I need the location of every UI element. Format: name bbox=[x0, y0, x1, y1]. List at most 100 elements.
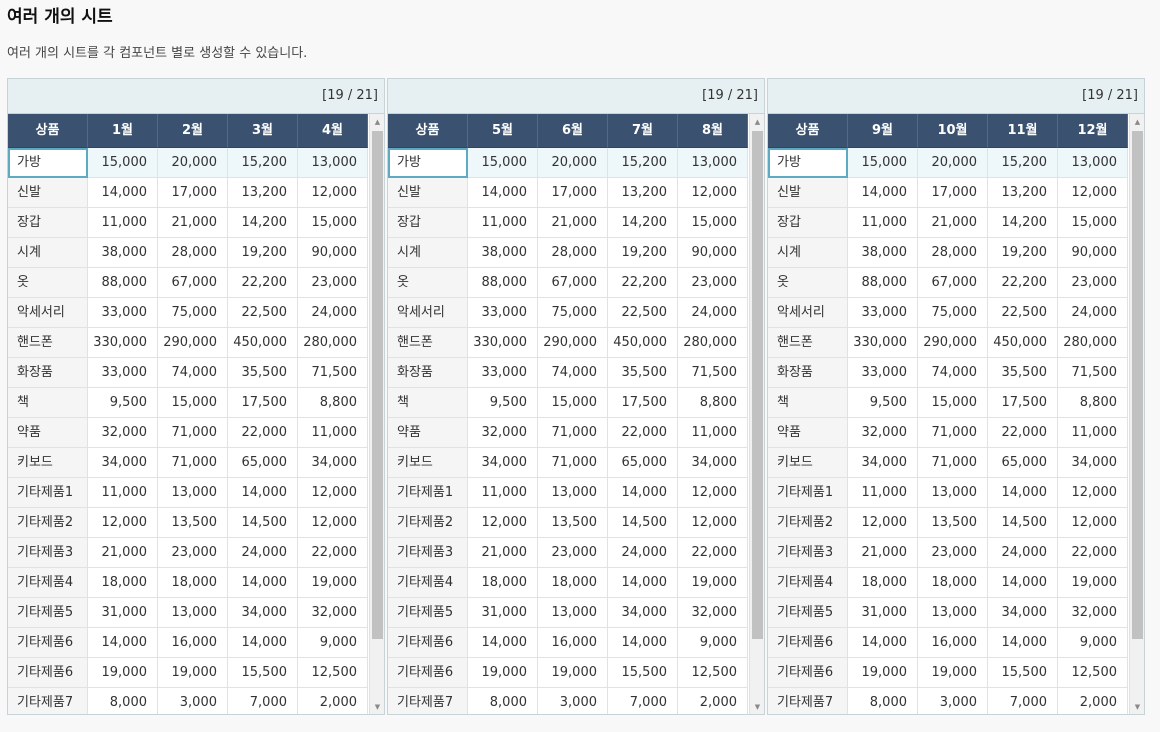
table-row[interactable]: 기타제품5 31,000 13,000 34,000 32,000 bbox=[8, 598, 370, 628]
value-cell[interactable]: 21,000 bbox=[468, 538, 538, 568]
value-cell[interactable]: 90,000 bbox=[298, 238, 368, 268]
value-cell[interactable]: 32,000 bbox=[1058, 598, 1128, 628]
value-cell[interactable]: 12,500 bbox=[1058, 658, 1128, 688]
column-header[interactable]: 8월 bbox=[678, 114, 748, 148]
value-cell[interactable]: 34,000 bbox=[988, 598, 1058, 628]
value-cell[interactable]: 280,000 bbox=[678, 328, 748, 358]
product-cell[interactable]: 기타제품6 bbox=[8, 628, 88, 658]
product-cell[interactable]: 기타제품7 bbox=[388, 688, 468, 714]
value-cell[interactable]: 23,000 bbox=[298, 268, 368, 298]
column-header[interactable]: 9월 bbox=[848, 114, 918, 148]
table-row[interactable]: 옷 88,000 67,000 22,200 23,000 bbox=[768, 268, 1130, 298]
value-cell[interactable]: 71,000 bbox=[158, 418, 228, 448]
value-cell[interactable]: 3,000 bbox=[918, 688, 988, 714]
value-cell[interactable]: 32,000 bbox=[468, 418, 538, 448]
value-cell[interactable]: 13,000 bbox=[538, 598, 608, 628]
product-cell[interactable]: 장갑 bbox=[8, 208, 88, 238]
value-cell[interactable]: 8,000 bbox=[468, 688, 538, 714]
value-cell[interactable]: 19,000 bbox=[468, 658, 538, 688]
value-cell[interactable]: 19,000 bbox=[298, 568, 368, 598]
table-row[interactable]: 핸드폰 330,000 290,000 450,000 280,000 bbox=[8, 328, 370, 358]
value-cell[interactable]: 14,000 bbox=[988, 478, 1058, 508]
product-cell[interactable]: 기타제품3 bbox=[8, 538, 88, 568]
value-cell[interactable]: 34,000 bbox=[468, 448, 538, 478]
product-cell[interactable]: 가방 bbox=[768, 148, 848, 178]
table-row[interactable]: 기타제품6 14,000 16,000 14,000 9,000 bbox=[8, 628, 370, 658]
value-cell[interactable]: 15,000 bbox=[678, 208, 748, 238]
table-row[interactable]: 기타제품3 21,000 23,000 24,000 22,000 bbox=[8, 538, 370, 568]
product-cell[interactable]: 기타제품6 bbox=[768, 658, 848, 688]
value-cell[interactable]: 22,500 bbox=[988, 298, 1058, 328]
value-cell[interactable]: 67,000 bbox=[538, 268, 608, 298]
value-cell[interactable]: 9,500 bbox=[848, 388, 918, 418]
product-cell[interactable]: 신발 bbox=[8, 178, 88, 208]
value-cell[interactable]: 88,000 bbox=[848, 268, 918, 298]
value-cell[interactable]: 17,000 bbox=[158, 178, 228, 208]
value-cell[interactable]: 21,000 bbox=[538, 208, 608, 238]
value-cell[interactable]: 9,000 bbox=[678, 628, 748, 658]
product-cell[interactable]: 약품 bbox=[388, 418, 468, 448]
table-row[interactable]: 기타제품7 8,000 3,000 7,000 2,000 bbox=[388, 688, 750, 714]
table-row[interactable]: 기타제품6 14,000 16,000 14,000 9,000 bbox=[388, 628, 750, 658]
value-cell[interactable]: 24,000 bbox=[608, 538, 678, 568]
table-row[interactable]: 핸드폰 330,000 290,000 450,000 280,000 bbox=[388, 328, 750, 358]
value-cell[interactable]: 31,000 bbox=[88, 598, 158, 628]
value-cell[interactable]: 71,500 bbox=[1058, 358, 1128, 388]
product-cell[interactable]: 키보드 bbox=[768, 448, 848, 478]
value-cell[interactable]: 33,000 bbox=[848, 298, 918, 328]
table-row[interactable]: 책 9,500 15,000 17,500 8,800 bbox=[388, 388, 750, 418]
table-row[interactable]: 화장품 33,000 74,000 35,500 71,500 bbox=[768, 358, 1130, 388]
table-row[interactable]: 화장품 33,000 74,000 35,500 71,500 bbox=[388, 358, 750, 388]
product-cell[interactable]: 옷 bbox=[388, 268, 468, 298]
value-cell[interactable]: 88,000 bbox=[468, 268, 538, 298]
product-cell[interactable]: 기타제품6 bbox=[388, 658, 468, 688]
column-header[interactable]: 11월 bbox=[988, 114, 1058, 148]
product-cell[interactable]: 기타제품4 bbox=[8, 568, 88, 598]
table-row[interactable]: 기타제품7 8,000 3,000 7,000 2,000 bbox=[768, 688, 1130, 714]
value-cell[interactable]: 450,000 bbox=[228, 328, 298, 358]
value-cell[interactable]: 24,000 bbox=[228, 538, 298, 568]
value-cell[interactable]: 16,000 bbox=[538, 628, 608, 658]
product-cell[interactable]: 핸드폰 bbox=[388, 328, 468, 358]
sheet-2[interactable]: [19 / 21] 상품 5월 6월 7월 8월 가방 15,000 20,000 15,200… bbox=[387, 78, 765, 715]
value-cell[interactable]: 8,000 bbox=[88, 688, 158, 714]
value-cell[interactable]: 12,000 bbox=[88, 508, 158, 538]
value-cell[interactable]: 23,000 bbox=[678, 268, 748, 298]
value-cell[interactable]: 23,000 bbox=[538, 538, 608, 568]
column-header[interactable]: 3월 bbox=[228, 114, 298, 148]
value-cell[interactable]: 19,000 bbox=[1058, 568, 1128, 598]
value-cell[interactable]: 450,000 bbox=[608, 328, 678, 358]
product-cell[interactable]: 기타제품5 bbox=[8, 598, 88, 628]
table-row[interactable]: 약품 32,000 71,000 22,000 11,000 bbox=[768, 418, 1130, 448]
column-header[interactable]: 상품 bbox=[388, 114, 468, 148]
product-cell[interactable]: 악세서리 bbox=[8, 298, 88, 328]
value-cell[interactable]: 24,000 bbox=[1058, 298, 1128, 328]
product-cell[interactable]: 기타제품6 bbox=[8, 658, 88, 688]
value-cell[interactable]: 33,000 bbox=[468, 298, 538, 328]
value-cell[interactable]: 14,000 bbox=[468, 628, 538, 658]
table-row[interactable]: 장갑 11,000 21,000 14,200 15,000 bbox=[8, 208, 370, 238]
table-row[interactable]: 기타제품3 21,000 23,000 24,000 22,000 bbox=[388, 538, 750, 568]
value-cell[interactable]: 15,000 bbox=[468, 148, 538, 178]
value-cell[interactable]: 7,000 bbox=[608, 688, 678, 714]
scroll-thumb[interactable] bbox=[752, 131, 763, 639]
value-cell[interactable]: 14,000 bbox=[228, 568, 298, 598]
value-cell[interactable]: 32,000 bbox=[678, 598, 748, 628]
product-cell[interactable]: 기타제품1 bbox=[388, 478, 468, 508]
value-cell[interactable]: 22,200 bbox=[988, 268, 1058, 298]
product-cell[interactable]: 핸드폰 bbox=[768, 328, 848, 358]
value-cell[interactable]: 90,000 bbox=[678, 238, 748, 268]
value-cell[interactable]: 28,000 bbox=[538, 238, 608, 268]
value-cell[interactable]: 21,000 bbox=[848, 538, 918, 568]
value-cell[interactable]: 31,000 bbox=[848, 598, 918, 628]
scroll-down-arrow-icon[interactable]: ▼ bbox=[754, 703, 761, 711]
vertical-scrollbar[interactable]: ▲ ▼ bbox=[369, 114, 384, 714]
value-cell[interactable]: 19,000 bbox=[158, 658, 228, 688]
value-cell[interactable]: 290,000 bbox=[158, 328, 228, 358]
table-row[interactable]: 기타제품4 18,000 18,000 14,000 19,000 bbox=[8, 568, 370, 598]
product-cell[interactable]: 시계 bbox=[8, 238, 88, 268]
value-cell[interactable]: 12,000 bbox=[298, 478, 368, 508]
value-cell[interactable]: 2,000 bbox=[298, 688, 368, 714]
value-cell[interactable]: 22,000 bbox=[1058, 538, 1128, 568]
value-cell[interactable]: 11,000 bbox=[1058, 418, 1128, 448]
